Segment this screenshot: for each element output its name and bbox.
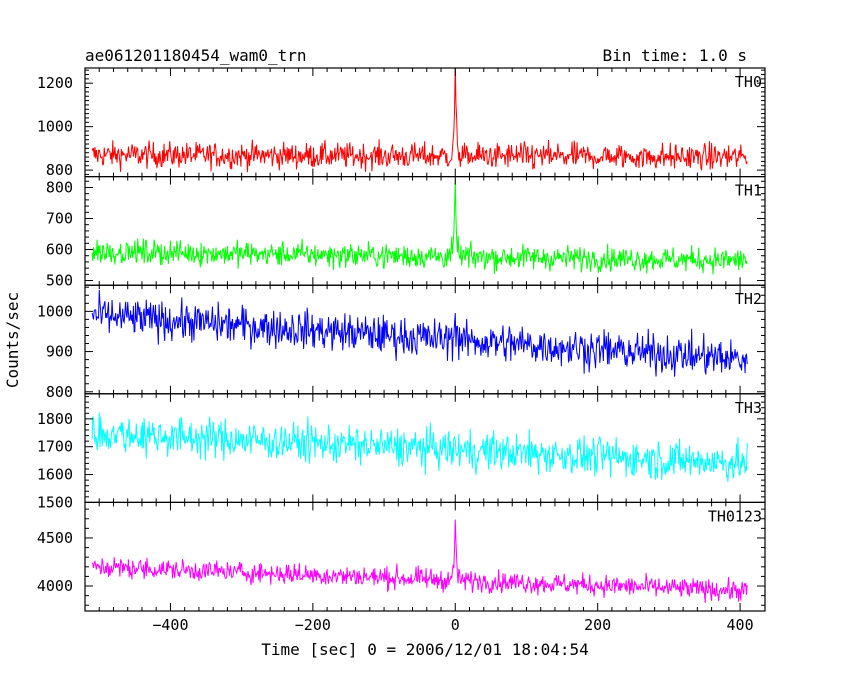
x-tick-label: 0 <box>451 616 460 634</box>
y-tick-label-th2: 800 <box>46 383 73 401</box>
x-tick-label: 200 <box>584 616 611 634</box>
x-tick-label: 400 <box>727 616 754 634</box>
y-axis-title: Counts/sec <box>3 292 22 388</box>
x-tick-label: −200 <box>295 616 331 634</box>
x-axis-title: Time [sec] 0 = 2006/12/01 18:04:54 <box>261 640 589 659</box>
panel-label-th3: TH3 <box>735 399 762 417</box>
y-tick-label-th0123: 4500 <box>37 529 73 547</box>
y-tick-label-th3: 1700 <box>37 438 73 456</box>
y-tick-label-th0: 800 <box>46 161 73 179</box>
panels-group: 800 1000 1200 TH0 500 600 700 800 TH1 800 900 1000 T… <box>37 67 766 634</box>
series-line-th1 <box>91 179 748 275</box>
y-tick-label-th2: 900 <box>46 343 73 361</box>
panel-frame-th1 <box>84 176 766 286</box>
panel-label-th0123: TH0123 <box>708 507 762 525</box>
y-tick-label-th2: 1000 <box>37 302 73 320</box>
panel-label-th0: TH0 <box>735 73 762 91</box>
y-tick-label-th0: 1200 <box>37 74 73 92</box>
panel-label-th1: TH1 <box>735 182 762 200</box>
x-tick-label: −400 <box>152 616 188 634</box>
y-tick-label-th3: 1600 <box>37 466 73 484</box>
y-tick-label-th0123: 4000 <box>37 577 73 595</box>
y-tick-label-th1: 500 <box>46 272 73 290</box>
series-line-th0123 <box>91 519 748 603</box>
y-tick-label-th1: 700 <box>46 209 73 227</box>
y-tick-label-th1: 600 <box>46 241 73 259</box>
bin-time-label: Bin time: 1.0 s <box>603 46 748 65</box>
series-line-th3 <box>91 412 748 483</box>
series-line-th0 <box>91 68 748 173</box>
series-line-th2 <box>91 289 748 377</box>
y-tick-label-th1: 800 <box>46 178 73 196</box>
panel-label-th2: TH2 <box>735 290 762 308</box>
panel-frame-th0123 <box>84 501 766 612</box>
y-tick-label-th3: 1800 <box>37 410 73 428</box>
plot-title: ae061201180454_wam0_trn <box>85 46 307 65</box>
panel-frame-th2 <box>84 284 766 395</box>
y-tick-label-th3: 1500 <box>37 493 73 511</box>
y-tick-label-th0: 1000 <box>37 118 73 136</box>
